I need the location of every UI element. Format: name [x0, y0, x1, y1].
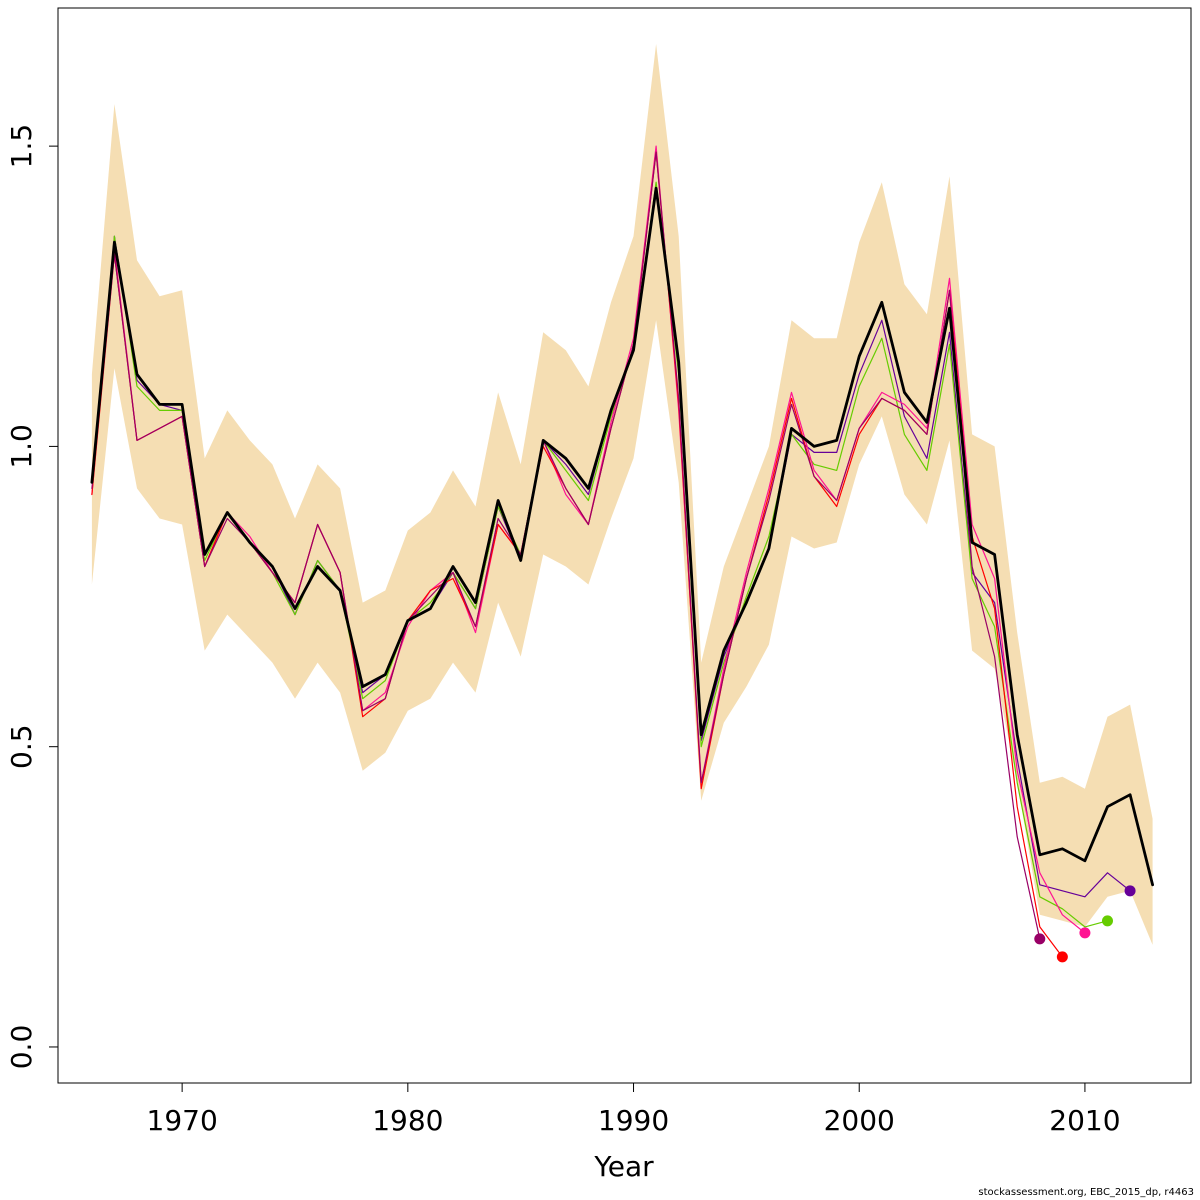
- y-tick-label: 1.5: [5, 124, 38, 169]
- retro-series-endpoint-4: [1056, 951, 1068, 963]
- main-series-line: [90, 186, 1154, 887]
- x-tick-label: 2010: [1049, 1104, 1120, 1137]
- footer-note: stockassessment.org, EBC_2015_dp, r4463: [978, 1187, 1194, 1198]
- confidence-band-layer: [91, 44, 1153, 945]
- x-tick-label: 1980: [372, 1104, 443, 1137]
- retro-series-endpoint-2: [1101, 915, 1113, 927]
- x-tick-label: 2000: [824, 1104, 895, 1137]
- y-tick-label: 1.0: [5, 424, 38, 469]
- x-tick-label: 1990: [598, 1104, 669, 1137]
- confidence-band: [91, 44, 1153, 945]
- retro-series-endpoint-1: [1124, 885, 1136, 897]
- retro-series-endpoint-5: [1034, 933, 1046, 945]
- axes-layer: 1970 1980 1990 2000 2010 0.0 0.5 1.0 1.5: [5, 7, 1192, 1137]
- plot-frame: [57, 7, 1192, 1084]
- x-tick-label: 1970: [147, 1104, 218, 1137]
- y-tick-label: 0.0: [5, 1025, 38, 1070]
- y-tick-label: 0.5: [5, 724, 38, 769]
- x-axis-title: Year: [593, 1150, 654, 1183]
- series-layer: [90, 145, 1154, 963]
- retro-series-endpoint-3: [1079, 927, 1091, 939]
